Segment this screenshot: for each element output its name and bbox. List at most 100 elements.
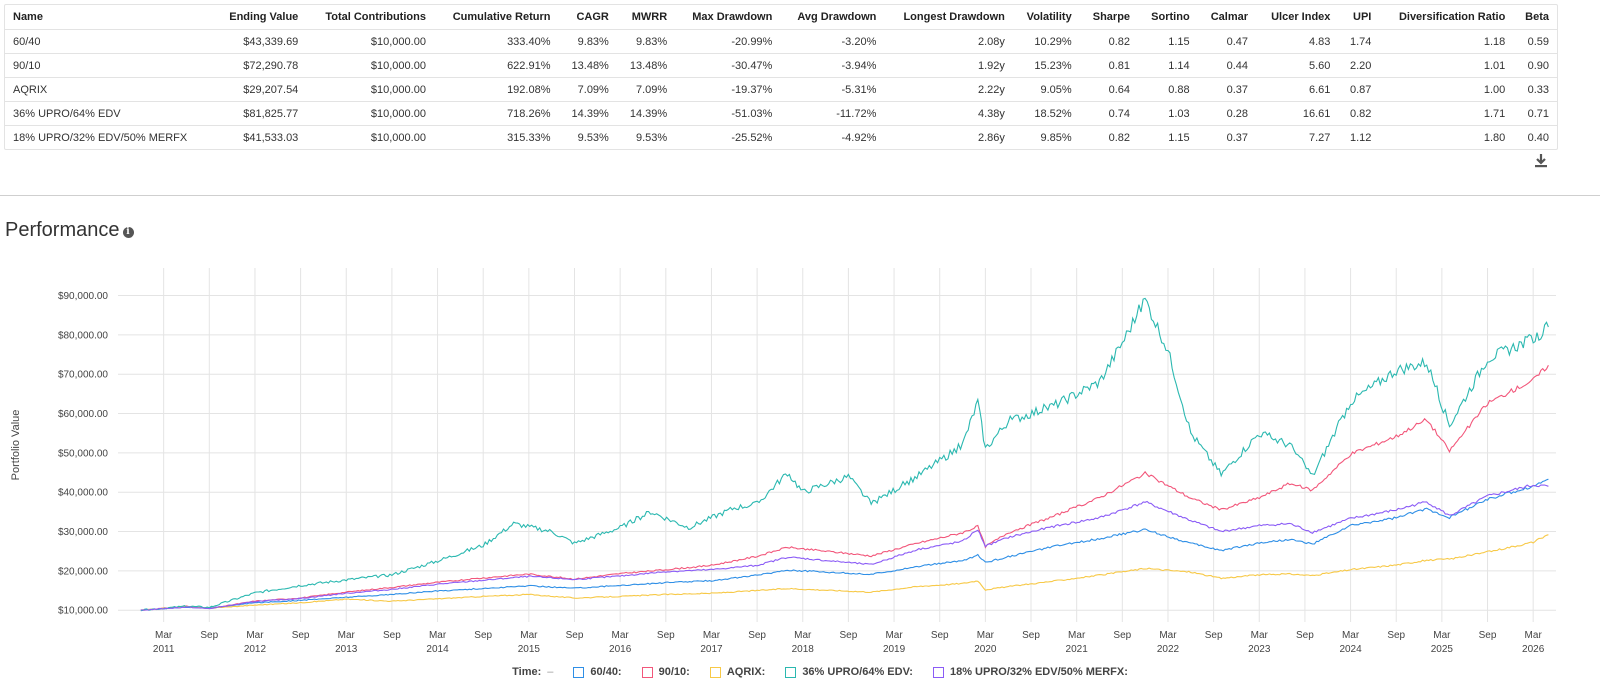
column-header[interactable]: Cumulative Return	[433, 5, 559, 30]
legend-item[interactable]: 60/40:	[573, 666, 622, 678]
x-tick-label: Sep	[748, 630, 766, 641]
column-header[interactable]: Sortino	[1138, 5, 1198, 30]
table-row: 90/10 $72,290.78 $10,000.00 622.91% 13.48% 13…	[5, 53, 1557, 78]
table-cell: 0.87	[1338, 77, 1380, 102]
x-tick-label: Mar	[1159, 630, 1177, 641]
table-cell: 0.33	[1513, 77, 1557, 102]
table-cell: 1.14	[1138, 53, 1198, 78]
column-header[interactable]: Total Contributions	[306, 5, 434, 30]
column-header[interactable]: Avg Drawdown	[780, 5, 885, 30]
table-cell: -25.52%	[731, 131, 773, 144]
table-cell: 2.22y	[884, 77, 1013, 102]
table-cell: 0.82	[1079, 29, 1139, 54]
x-tick-label: Mar	[155, 630, 173, 641]
column-header[interactable]: Max Drawdown	[675, 5, 781, 30]
download-button[interactable]	[1532, 152, 1550, 170]
x-tick-year-label: 2017	[700, 644, 723, 655]
legend-item[interactable]: AQRIX:	[709, 666, 766, 678]
table-cell: $10,000.00	[370, 131, 426, 144]
table-cell: 1.80	[1483, 131, 1506, 144]
table-cell: 0.37	[1226, 131, 1248, 144]
x-tick-label: Sep	[1479, 630, 1497, 641]
table-cell: 18% UPRO/32% EDV/50% MERFX	[13, 131, 188, 144]
table-cell: 7.09%	[616, 77, 676, 102]
x-tick-label: Mar	[1433, 630, 1451, 641]
x-tick-label: Mar	[794, 630, 812, 641]
y-tick-label: $40,000.00	[58, 488, 108, 499]
column-header[interactable]: MWRR	[616, 5, 676, 30]
performance-chart[interactable]: Mar 2011 Sep Mar 2012 Sep Mar 2013 Sep Mar 2014 Sep…	[0, 250, 1600, 660]
table-cell: 0.64	[1079, 77, 1139, 102]
table-cell: 1.74	[1338, 29, 1380, 54]
column-header[interactable]: UPI	[1338, 5, 1380, 30]
download-icon	[1535, 154, 1547, 168]
column-header[interactable]: Beta	[1513, 5, 1557, 30]
table-cell: 0.88	[1138, 77, 1198, 102]
y-tick-label: $80,000.00	[58, 330, 108, 341]
legend-label: AQRIX:	[726, 666, 766, 678]
metrics-table: Name Ending Value Total Contributions Cumul…	[5, 5, 1557, 149]
table-cell: $10,000.00	[306, 53, 434, 78]
column-header[interactable]: CAGR	[558, 5, 617, 30]
table-cell: 60/40	[5, 29, 214, 54]
table-cell: $81,825.77	[213, 101, 307, 126]
x-tick-year-label: 2025	[1431, 644, 1454, 655]
table-cell: 0.82	[1338, 101, 1380, 126]
x-tick-year-label: 2012	[244, 644, 267, 655]
table-cell: 0.59	[1513, 29, 1557, 54]
table-cell: 13.48%	[616, 53, 676, 78]
y-tick-label: $90,000.00	[58, 291, 108, 302]
column-header[interactable]: Sharpe	[1079, 5, 1139, 30]
x-tick-year-label: 2016	[609, 644, 632, 655]
table-cell: 1.12	[1349, 131, 1372, 144]
column-header[interactable]: Diversification Ratio	[1379, 5, 1514, 30]
table-cell: -11.72%	[780, 101, 885, 126]
table-cell: 192.08%	[433, 77, 559, 102]
table-cell: 9.05%	[1012, 77, 1080, 102]
info-icon[interactable]: i	[122, 226, 134, 238]
column-header[interactable]: Calmar	[1197, 5, 1256, 30]
table-cell: 9.85%	[1040, 131, 1072, 144]
table-header-row: Name Ending Value Total Contributions Cumul…	[5, 5, 1557, 30]
table-cell: 0.40	[1527, 131, 1549, 144]
x-tick-year-label: 2013	[335, 644, 358, 655]
table-cell: $43,339.69	[213, 29, 307, 54]
column-header[interactable]: Longest Drawdown	[884, 5, 1013, 30]
legend-item[interactable]: 90/10:	[641, 666, 690, 678]
table-cell: 4.83	[1256, 29, 1339, 54]
table-cell: 315.33%	[507, 131, 551, 144]
table-cell: 1.15	[1168, 131, 1190, 144]
table-row: AQRIX $29,207.54 $10,000.00 192.08% 7.09% 7.0…	[5, 77, 1557, 102]
table-cell: $10,000.00	[306, 29, 434, 54]
column-header[interactable]: Ending Value	[213, 5, 307, 30]
legend-item[interactable]: 36% UPRO/64% EDV:	[785, 666, 913, 678]
table-body: 60/40 $43,339.69 $10,000.00 333.40% 9.83% 9.8…	[5, 29, 1557, 150]
table-cell: 0.47	[1197, 29, 1256, 54]
x-tick-label: Mar	[612, 630, 630, 641]
table-cell: -4.92%	[841, 131, 877, 144]
x-tick-year-label: 2014	[426, 644, 449, 655]
section-title-text: Performance	[5, 219, 120, 241]
x-tick-label: Sep	[931, 630, 949, 641]
legend-item[interactable]: 18% UPRO/32% EDV/50% MERFX:	[932, 666, 1128, 678]
table-cell: 9.53%	[635, 131, 668, 144]
x-tick-label: Sep	[474, 630, 492, 641]
table-cell: -51.03%	[675, 101, 781, 126]
x-tick-label: Sep	[1205, 630, 1223, 641]
table-cell: 1.03	[1138, 101, 1198, 126]
legend-label: 18% UPRO/32% EDV/50% MERFX:	[949, 666, 1128, 678]
legend-label: 90/10:	[658, 666, 690, 678]
x-tick-label: Mar	[520, 630, 538, 641]
column-header[interactable]: Ulcer Index	[1256, 5, 1339, 30]
column-header[interactable]: Name	[5, 5, 214, 30]
x-tick-label: Mar	[1525, 630, 1543, 641]
series-line	[140, 297, 1549, 612]
x-tick-year-label: 2015	[518, 644, 541, 655]
series-line	[140, 364, 1549, 611]
column-header[interactable]: Volatility	[1012, 5, 1080, 30]
table-cell: 2.86y	[977, 131, 1005, 144]
table-cell: 0.37	[1197, 77, 1256, 102]
table-cell: 13.48%	[558, 53, 617, 78]
table-cell: 7.27	[1309, 131, 1331, 144]
table-cell: 1.15	[1138, 29, 1198, 54]
